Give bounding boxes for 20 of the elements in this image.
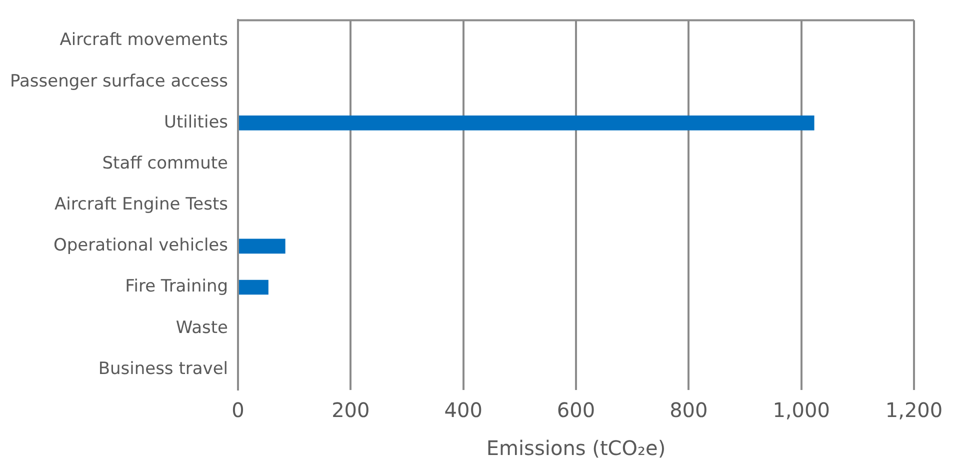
y-tick-label: Aircraft Engine Tests <box>54 194 228 215</box>
y-tick-label: Utilities <box>164 112 228 132</box>
y-tick-label: Staff commute <box>102 153 228 174</box>
x-tick-label: 0 <box>232 398 244 422</box>
x-axis-title: Emissions (tCO₂e) <box>486 436 666 460</box>
x-tick-label: 800 <box>670 398 708 422</box>
bar <box>239 116 814 130</box>
x-tick-label: 1,000 <box>772 398 830 422</box>
y-tick-label: Fire Training <box>125 276 228 297</box>
bar <box>239 238 286 254</box>
y-tick-label: Waste <box>176 318 228 338</box>
y-tick-label: Operational vehicles <box>53 236 228 256</box>
x-tick-label: 400 <box>444 398 482 422</box>
y-tick-label: Aircraft movements <box>60 30 228 50</box>
x-tick-label: 200 <box>332 398 370 422</box>
bar <box>239 280 268 295</box>
x-tick-label: 1,200 <box>885 398 943 422</box>
x-tick-label: 600 <box>556 398 596 422</box>
y-tick-label: Business travel <box>98 358 228 379</box>
y-tick-label: Passenger surface access <box>10 71 228 92</box>
